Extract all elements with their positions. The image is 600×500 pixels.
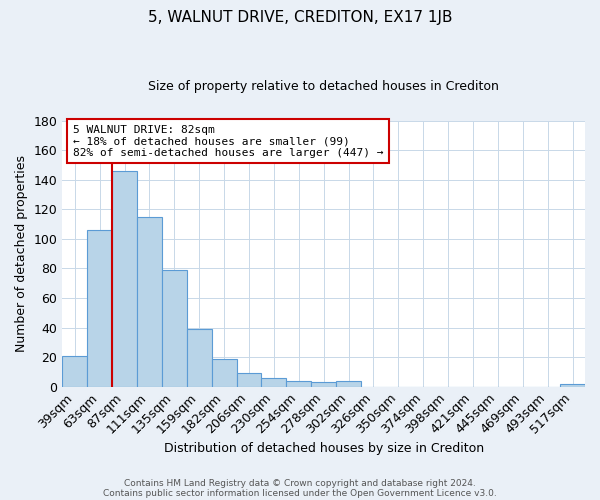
Bar <box>162 270 187 386</box>
Bar <box>311 382 336 386</box>
Bar <box>560 384 585 386</box>
Text: 5 WALNUT DRIVE: 82sqm
← 18% of detached houses are smaller (99)
82% of semi-deta: 5 WALNUT DRIVE: 82sqm ← 18% of detached … <box>73 124 383 158</box>
X-axis label: Distribution of detached houses by size in Crediton: Distribution of detached houses by size … <box>164 442 484 455</box>
Bar <box>112 171 137 386</box>
Bar <box>87 230 112 386</box>
Text: Contains public sector information licensed under the Open Government Licence v3: Contains public sector information licen… <box>103 488 497 498</box>
Bar <box>62 356 87 386</box>
Bar <box>336 381 361 386</box>
Y-axis label: Number of detached properties: Number of detached properties <box>15 155 28 352</box>
Text: Contains HM Land Registry data © Crown copyright and database right 2024.: Contains HM Land Registry data © Crown c… <box>124 478 476 488</box>
Bar <box>212 358 236 386</box>
Bar <box>262 378 286 386</box>
Bar <box>187 329 212 386</box>
Bar <box>236 374 262 386</box>
Bar <box>286 381 311 386</box>
Title: Size of property relative to detached houses in Crediton: Size of property relative to detached ho… <box>148 80 499 93</box>
Bar <box>137 216 162 386</box>
Text: 5, WALNUT DRIVE, CREDITON, EX17 1JB: 5, WALNUT DRIVE, CREDITON, EX17 1JB <box>148 10 452 25</box>
